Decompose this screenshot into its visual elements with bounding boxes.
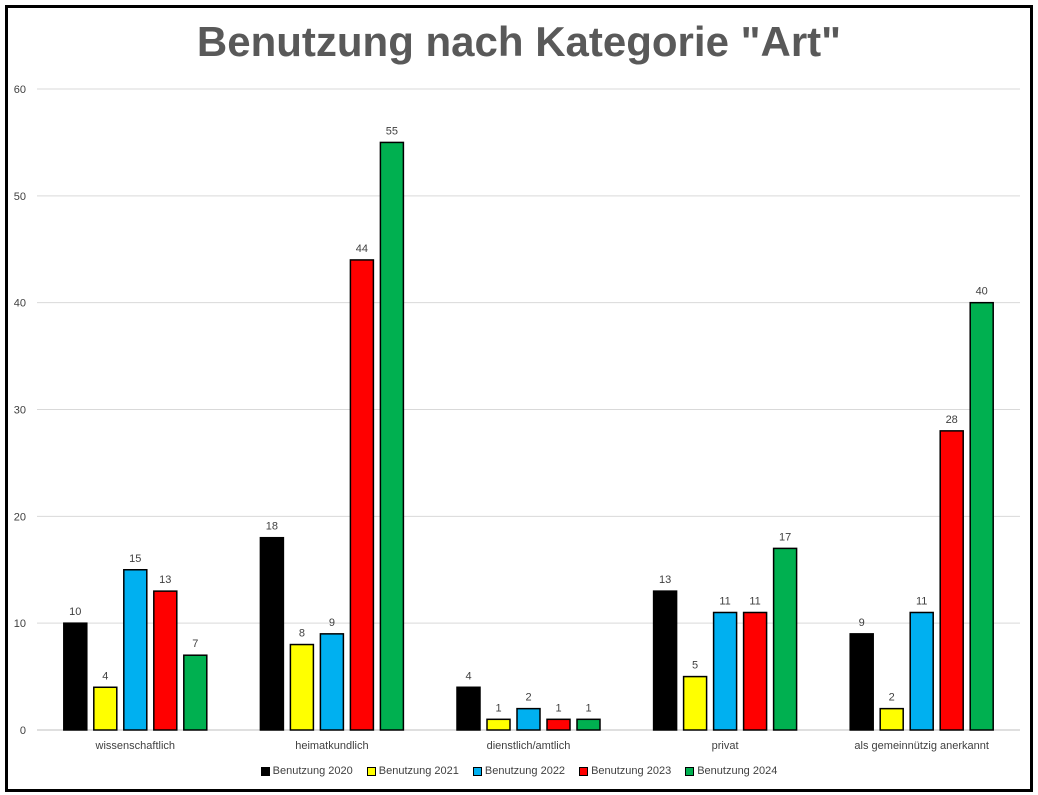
data-label: 5 xyxy=(692,660,698,672)
data-label: 18 xyxy=(266,521,278,533)
x-tick-label: wissenschaftlich xyxy=(95,740,175,752)
bar xyxy=(849,633,874,731)
bar xyxy=(516,707,541,731)
bar xyxy=(319,633,345,731)
data-label: 13 xyxy=(159,574,171,586)
x-tick-label: privat xyxy=(712,740,739,752)
data-label: 15 xyxy=(129,553,141,565)
bar xyxy=(259,536,285,731)
data-label: 55 xyxy=(386,125,398,137)
bar xyxy=(909,611,934,731)
y-tick-label: 50 xyxy=(14,191,26,203)
legend-label: Benutzung 2020 xyxy=(272,765,353,777)
legend-label: Benutzung 2024 xyxy=(697,765,778,777)
legend-item: Benutzung 2020 xyxy=(260,765,353,777)
legend-label: Benutzung 2021 xyxy=(378,765,459,777)
bar xyxy=(969,301,994,731)
legend-swatch xyxy=(685,766,695,776)
legend-label: Benutzung 2023 xyxy=(591,765,672,777)
bar xyxy=(289,643,315,731)
data-label: 2 xyxy=(525,692,531,704)
data-label: 2 xyxy=(889,692,895,704)
bar xyxy=(546,718,571,731)
y-tick-label: 60 xyxy=(14,84,26,96)
bar xyxy=(576,718,601,731)
legend-item: Benutzung 2023 xyxy=(579,765,671,777)
legend-swatch xyxy=(472,766,482,776)
legend-item: Benutzung 2024 xyxy=(685,765,777,777)
data-label: 11 xyxy=(916,595,927,607)
data-label: 9 xyxy=(859,617,865,629)
legend-item: Benutzung 2022 xyxy=(472,765,566,777)
bar xyxy=(123,569,148,731)
bar xyxy=(772,547,798,731)
legend-swatch xyxy=(366,766,376,776)
legend-swatch xyxy=(260,766,270,776)
bar xyxy=(486,718,511,731)
data-label: 7 xyxy=(192,638,198,650)
data-label: 10 xyxy=(69,606,81,618)
legend-swatch xyxy=(579,766,589,776)
bar xyxy=(682,675,708,731)
bar xyxy=(939,430,964,731)
y-tick-label: 30 xyxy=(14,405,26,417)
x-tick-label: als gemeinnützig anerkannt xyxy=(854,740,989,752)
data-label: 4 xyxy=(102,670,108,682)
chart-legend: Benutzung 2020 Benutzung 2021 Benutzung 20… xyxy=(0,765,1038,777)
chart-title: Benutzung nach Kategorie "Art" xyxy=(196,18,842,65)
legend-item: Benutzung 2021 xyxy=(366,765,459,777)
bar xyxy=(93,686,118,731)
data-label: 13 xyxy=(659,574,671,586)
bar xyxy=(153,590,178,731)
bar xyxy=(379,141,405,731)
data-label: 17 xyxy=(779,531,791,543)
y-tick-label: 0 xyxy=(20,725,26,737)
y-tick-label: 40 xyxy=(14,298,26,310)
data-label: 1 xyxy=(555,702,561,714)
bar xyxy=(183,654,208,731)
bar xyxy=(349,259,375,731)
bar xyxy=(456,686,481,731)
data-label: 9 xyxy=(329,617,335,629)
data-label: 8 xyxy=(299,628,305,640)
bar xyxy=(742,611,768,731)
y-tick-label: 10 xyxy=(14,618,26,630)
bar xyxy=(652,590,678,731)
y-tick-label: 20 xyxy=(14,511,26,523)
data-label: 40 xyxy=(976,286,988,298)
data-label: 4 xyxy=(465,670,471,682)
data-label: 11 xyxy=(719,595,730,607)
x-tick-label: dienstlich/amtlich xyxy=(487,740,571,752)
bar xyxy=(63,622,88,731)
data-label: 1 xyxy=(495,702,501,714)
data-label: 1 xyxy=(585,702,591,714)
legend-label: Benutzung 2022 xyxy=(484,765,566,777)
data-label: 11 xyxy=(749,595,760,607)
data-label: 28 xyxy=(946,414,958,426)
bar xyxy=(712,611,738,731)
data-label: 44 xyxy=(356,243,368,255)
x-tick-label: heimatkundlich xyxy=(295,740,368,752)
bar xyxy=(879,707,904,731)
